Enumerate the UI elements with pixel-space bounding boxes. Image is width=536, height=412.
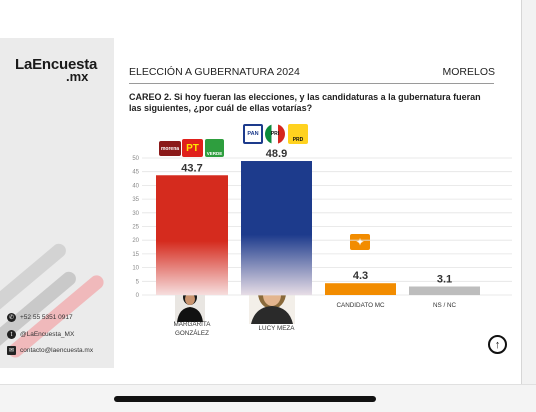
pt-logo: PT [182,139,203,157]
window-edge [521,0,536,411]
scroll-up-button[interactable]: ↑ [488,335,507,354]
whatsapp-icon: ✆ [7,313,16,322]
contact-twitter-text: @LaEncuesta_MX [20,331,75,338]
candidate-photo-lucy [249,274,295,324]
contact-email[interactable]: ✉ contacto@laencuesta.mx [7,346,93,355]
arrow-up-icon: ↑ [494,338,501,351]
prd-logo: PRD [288,124,308,144]
verde-logo: VERDE [205,139,224,157]
twitter-icon: t [7,330,16,339]
pri-logo: PRI [265,124,285,144]
contact-twitter[interactable]: t @LaEncuesta_MX [7,330,74,339]
brand-logo: LaEncuesta [15,56,98,73]
brand-logo-suffix: .mx [66,69,89,84]
home-indicator[interactable] [114,396,376,402]
contact-email-text: contacto@laencuesta.mx [20,347,94,354]
candidate-photo-margarita [175,287,205,322]
contact-whatsapp-text: +52 55 5351 0917 [20,314,73,321]
mc-logo: ✦ [350,234,370,250]
header-divider [129,83,494,84]
page-title: ELECCIÓN A GUBERNATURA 2024 [129,66,300,78]
question-text: CAREO 2. Si hoy fueran las elecciones, y… [129,92,481,113]
pan-logo: PAN [243,124,263,144]
morena-logo: morena [159,141,181,156]
region-label: MORELOS [442,66,495,78]
contact-whatsapp[interactable]: ✆ +52 55 5351 0917 [7,313,73,322]
brand-sidebar: LaEncuesta .mx ✆ +52 55 5351 0917 t @LaE… [0,38,114,368]
email-icon: ✉ [7,346,16,355]
